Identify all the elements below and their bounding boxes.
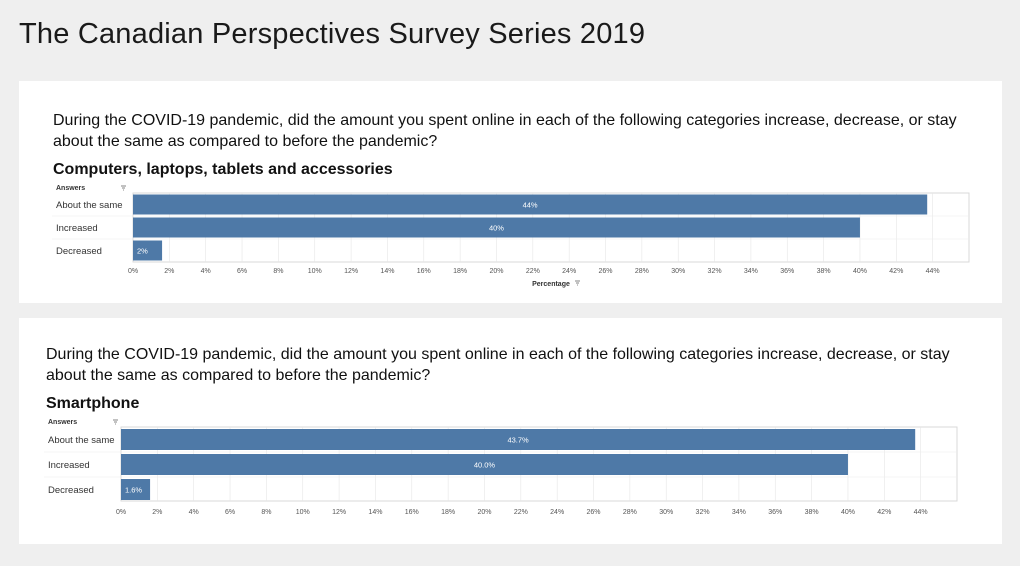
x-tick-label: 2%: [164, 268, 174, 275]
x-tick-label: 12%: [344, 268, 358, 275]
x-tick-label: 28%: [635, 268, 649, 275]
x-tick-label: 24%: [550, 509, 564, 516]
row-header: Answers: [56, 185, 85, 192]
bar: [133, 194, 928, 215]
data-label: 44%: [523, 201, 538, 210]
x-tick-label: 14%: [368, 509, 382, 516]
x-tick-label: 10%: [296, 509, 310, 516]
x-tick-label: 30%: [671, 268, 685, 275]
x-tick-label: 18%: [441, 509, 455, 516]
page-title: The Canadian Perspectives Survey Series …: [19, 18, 646, 50]
category-label: Decreased: [56, 246, 102, 257]
filter-icon: [113, 419, 118, 425]
x-tick-label: 38%: [805, 509, 819, 516]
x-tick-label: 32%: [708, 268, 722, 275]
x-tick-label: 20%: [489, 268, 503, 275]
x-tick-label: 32%: [696, 509, 710, 516]
survey-question: During the COVID-19 pandemic, did the am…: [53, 112, 957, 150]
x-tick-label: 38%: [817, 268, 831, 275]
x-tick-label: 20%: [477, 509, 491, 516]
category-label: About the same: [48, 435, 115, 446]
x-tick-label: 40%: [841, 509, 855, 516]
x-tick-label: 30%: [659, 509, 673, 516]
x-axis-label: Percentage: [532, 281, 570, 288]
x-tick-label: 42%: [889, 268, 903, 275]
bar: [121, 479, 151, 500]
x-tick-label: 6%: [225, 509, 235, 516]
category-label: Increased: [48, 460, 90, 471]
x-tick-label: 34%: [732, 509, 746, 516]
x-tick-label: 28%: [623, 509, 637, 516]
x-tick-label: 26%: [599, 268, 613, 275]
bar-chart-computers: Answers 0% 2% 4% 6% 8% 10% 12% 14% 16% 18% 20% 22% 24…: [52, 185, 970, 288]
x-tick-label: 10%: [308, 268, 322, 275]
x-tick-label: 36%: [780, 268, 794, 275]
x-tick-label: 24%: [562, 268, 576, 275]
filter-icon: [575, 280, 580, 286]
chart-title: Computers, laptops, tablets and accessor…: [53, 161, 393, 178]
x-tick-label: 22%: [526, 268, 540, 275]
x-tick-label: 8%: [261, 509, 271, 516]
data-label: 43.7%: [507, 436, 529, 445]
x-tick-label: 22%: [514, 509, 528, 516]
x-tick-label: 18%: [453, 268, 467, 275]
row-header: Answers: [48, 419, 77, 426]
chart-card-smartphone: During the COVID-19 pandemic, did the am…: [19, 318, 1002, 544]
x-tick-label: 0%: [116, 509, 126, 516]
chart-title: Smartphone: [46, 395, 140, 412]
x-tick-label: 40%: [853, 268, 867, 275]
category-label: Decreased: [48, 485, 94, 496]
data-label: 40.0%: [474, 461, 496, 470]
x-tick-label: 42%: [877, 509, 891, 516]
bar-chart-smartphone: Answers 0% 2% 4% 6% 8% 10% 12% 14% 16% 18% 20% 22% 24…: [44, 419, 958, 516]
bar: [121, 454, 848, 475]
x-tick-label: 44%: [914, 509, 928, 516]
category-label: Increased: [56, 223, 98, 234]
bar: [133, 240, 163, 261]
x-tick-label: 8%: [273, 268, 283, 275]
x-tick-label: 6%: [237, 268, 247, 275]
x-tick-label: 36%: [768, 509, 782, 516]
x-tick-label: 2%: [152, 509, 162, 516]
x-tick-label: 34%: [744, 268, 758, 275]
bar: [121, 429, 916, 450]
x-tick-label: 12%: [332, 509, 346, 516]
category-label: About the same: [56, 200, 123, 211]
chart-card-computers: During the COVID-19 pandemic, did the am…: [19, 81, 1002, 303]
x-tick-label: 44%: [926, 268, 940, 275]
x-tick-label: 4%: [189, 509, 199, 516]
x-tick-label: 26%: [587, 509, 601, 516]
data-label: 2%: [137, 247, 148, 256]
x-tick-label: 16%: [417, 268, 431, 275]
bar: [133, 217, 860, 238]
survey-question: During the COVID-19 pandemic, did the am…: [46, 346, 950, 384]
filter-icon: [121, 185, 126, 191]
x-tick-label: 0%: [128, 268, 138, 275]
data-label: 40%: [489, 224, 504, 233]
x-tick-label: 4%: [201, 268, 211, 275]
x-tick-label: 14%: [380, 268, 394, 275]
data-label: 1.6%: [125, 486, 142, 495]
x-tick-label: 16%: [405, 509, 419, 516]
